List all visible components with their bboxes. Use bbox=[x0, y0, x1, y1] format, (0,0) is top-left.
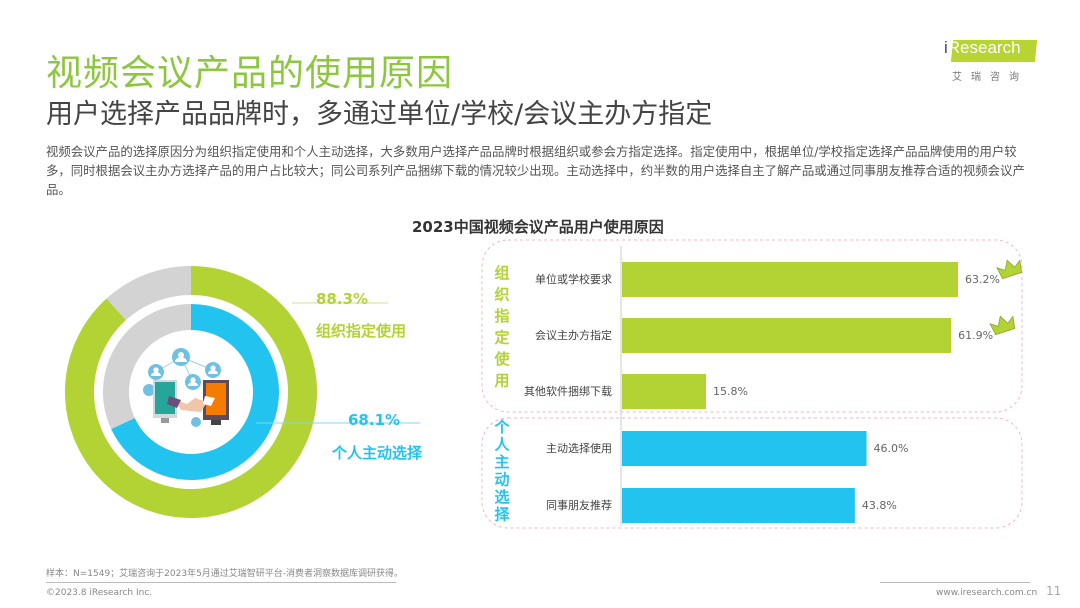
group-label-char: 用 bbox=[494, 372, 509, 390]
bar-category-label: 单位或学校要求 bbox=[535, 272, 612, 286]
logo-brand-text: iResearch bbox=[944, 38, 1021, 58]
donut-chart bbox=[65, 266, 420, 518]
bar-category-label: 会议主办方指定 bbox=[535, 328, 612, 342]
footer-rule-left bbox=[46, 582, 396, 583]
bar-value-label: 61.9% bbox=[958, 329, 993, 342]
bar-value-label: 43.8% bbox=[862, 499, 897, 512]
logo-prefix: i bbox=[944, 38, 948, 57]
donut-rings bbox=[65, 266, 318, 518]
page-title: 视频会议产品的使用原因 bbox=[46, 53, 454, 94]
group-label-char: 使 bbox=[493, 350, 510, 368]
video-meeting-handshake-icon bbox=[143, 348, 229, 427]
group-label-char: 选 bbox=[494, 488, 509, 506]
description-text: 视频会议产品的选择原因分为组织指定使用和个人主动选择，大多数用户选择产品品牌时根… bbox=[46, 144, 1025, 197]
website-link[interactable]: www.iresearch.com.cn bbox=[936, 588, 1038, 598]
group-label-char: 组 bbox=[494, 264, 509, 282]
donut-slice-inner bbox=[111, 304, 280, 480]
bar-主动选择使用 bbox=[622, 431, 867, 466]
group-box-organization bbox=[481, 239, 1023, 413]
bar-marks: 单位或学校要求 63.2% 会议主办方指定 61.9% 其他软件捆绑下载 15.8% 主动选… bbox=[524, 259, 1023, 523]
donut-slice-outer bbox=[65, 266, 318, 518]
iresearch-logo: iResearch 艾瑞咨询 bbox=[940, 34, 1040, 86]
group-label-char: 人 bbox=[494, 436, 510, 454]
inner-ring-name-label: 个人主动选择 bbox=[332, 444, 423, 462]
bar-category-label: 其他软件捆绑下载 bbox=[524, 384, 612, 398]
footer-rule-right bbox=[880, 582, 1030, 583]
bar-value-label: 63.2% bbox=[965, 273, 1000, 286]
bar-value-label: 46.0% bbox=[874, 442, 909, 455]
group-label-char: 择 bbox=[494, 506, 510, 524]
outer-ring-value-label: 88.3% bbox=[316, 290, 369, 308]
bar-category-label: 同事朋友推荐 bbox=[546, 498, 612, 512]
group-label-char: 织 bbox=[494, 286, 509, 304]
sample-note: 样本：N=1549；艾瑞咨询于2023年5月通过艾瑞智研平台-消费者洞察数据库调… bbox=[46, 569, 404, 579]
bar-其他软件捆绑下载 bbox=[622, 374, 706, 409]
bar-value-label: 15.8% bbox=[713, 385, 748, 398]
group-label-char: 个 bbox=[493, 418, 510, 436]
crown-icon bbox=[989, 315, 1016, 336]
group-label-char: 主 bbox=[494, 453, 509, 471]
logo-cn-name: 艾瑞咨询 bbox=[952, 72, 1028, 83]
group-label-char: 定 bbox=[494, 329, 509, 347]
group-label-char: 动 bbox=[494, 471, 509, 489]
chart-title: 2023中国视频会议产品用户使用原因 bbox=[412, 218, 664, 236]
donut-remainder-inner bbox=[102, 304, 191, 429]
inner-ring-value-label: 68.1% bbox=[348, 411, 401, 429]
bar-同事朋友推荐 bbox=[622, 488, 855, 523]
donut-remainder-outer bbox=[106, 266, 191, 321]
logo-rest: Research bbox=[947, 38, 1021, 57]
page-number: 11 bbox=[1046, 584, 1062, 598]
copyright: ©2023.8 iResearch Inc. bbox=[46, 588, 153, 598]
outer-ring-name-label: 组织指定使用 bbox=[316, 322, 407, 340]
group-box-personal bbox=[481, 417, 1023, 529]
bar-会议主办方指定 bbox=[622, 318, 952, 353]
bar-单位或学校要求 bbox=[622, 262, 958, 297]
page-subtitle: 用户选择产品品牌时，多通过单位/学校/会议主办方指定 bbox=[46, 99, 713, 130]
group-label-char: 指 bbox=[494, 307, 509, 325]
bar-category-label: 主动选择使用 bbox=[546, 441, 612, 455]
crown-icon bbox=[996, 259, 1023, 280]
